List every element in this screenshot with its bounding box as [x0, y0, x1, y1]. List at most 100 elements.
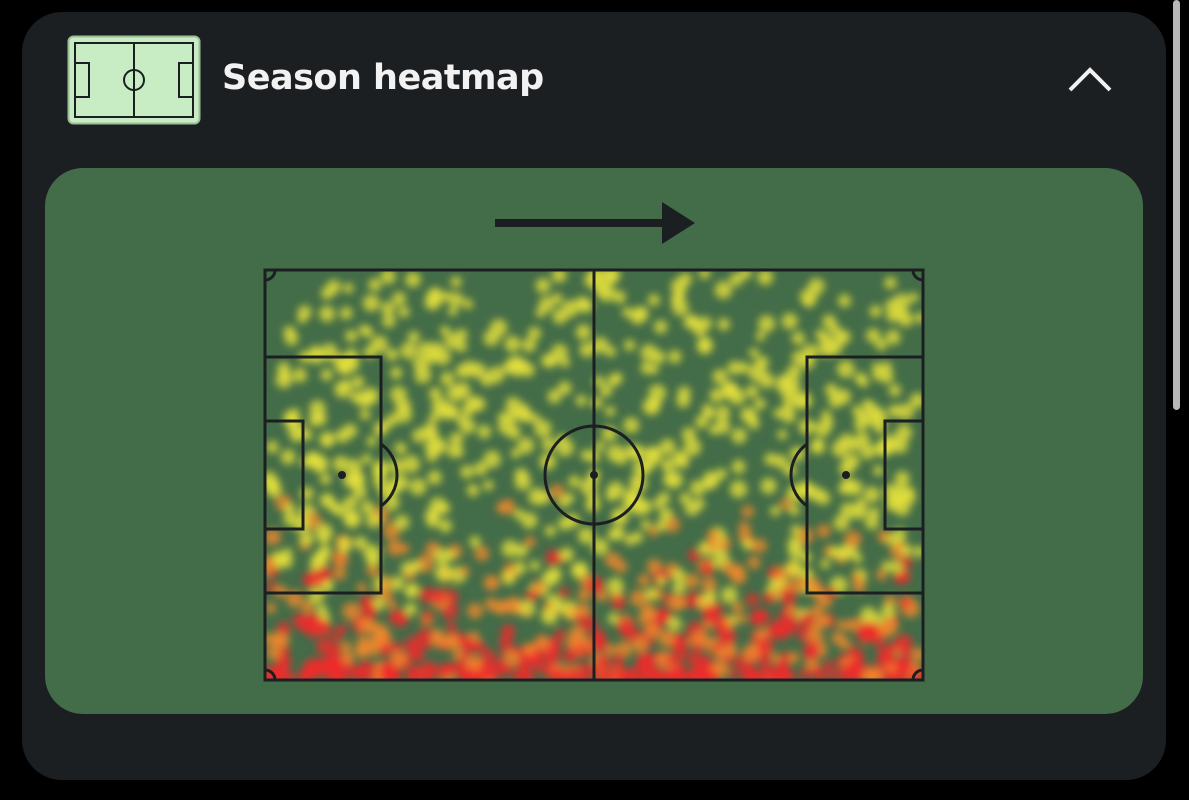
heat-blob — [445, 621, 457, 632]
heat-blob — [682, 670, 694, 680]
heat-blob — [874, 439, 892, 457]
heat-blob — [351, 375, 365, 389]
heat-blob — [727, 360, 742, 375]
heat-blob — [466, 484, 480, 497]
heat-blob — [534, 419, 552, 438]
heat-blob — [623, 339, 636, 352]
heat-blob — [358, 324, 370, 336]
heat-blob — [831, 440, 849, 458]
heat-blob — [462, 298, 474, 310]
heat-blob — [729, 272, 744, 287]
heat-blob — [787, 536, 802, 551]
heat-blob — [892, 528, 907, 542]
heat-blob — [292, 367, 308, 383]
heat-blob — [836, 619, 847, 630]
heat-blob — [656, 576, 667, 587]
heat-blob — [404, 602, 418, 616]
heat-blob — [434, 563, 453, 582]
heat-blob — [781, 615, 799, 633]
heat-blob — [326, 642, 343, 658]
heat-blob — [684, 573, 700, 589]
heat-blob — [578, 614, 597, 632]
heat-blob — [385, 348, 399, 361]
heat-blob — [746, 593, 759, 606]
heatmap-card: Season heatmap — [22, 12, 1166, 780]
heat-blob — [882, 670, 894, 680]
heat-blob — [884, 298, 900, 314]
heat-blob — [760, 662, 774, 675]
heat-blob — [603, 270, 621, 284]
heatmap-panel — [45, 168, 1143, 714]
heat-blob — [512, 561, 527, 576]
heat-blob — [332, 455, 350, 473]
heat-blob — [336, 624, 348, 635]
heat-blob — [427, 470, 442, 485]
heat-blob — [894, 500, 911, 517]
heat-blob — [460, 465, 474, 479]
heat-blob — [405, 271, 421, 288]
heat-blob — [869, 305, 882, 318]
heat-blob — [286, 590, 304, 608]
heat-blob — [672, 450, 688, 466]
heat-blob — [541, 607, 558, 625]
heat-blob — [356, 582, 367, 593]
heat-blob — [855, 411, 866, 422]
heat-blob — [551, 270, 567, 283]
heat-blob — [770, 653, 782, 664]
heat-blob — [668, 350, 682, 364]
heat-blob — [748, 417, 760, 430]
heat-blob — [481, 664, 497, 680]
heat-blob — [837, 546, 852, 560]
heat-blob — [779, 671, 792, 680]
heat-blob — [541, 353, 555, 368]
heat-blob — [770, 505, 781, 517]
heat-blob — [778, 374, 791, 387]
heat-blob — [409, 478, 427, 496]
heat-blob — [429, 437, 447, 455]
heat-blob — [760, 477, 777, 495]
heat-blob — [799, 577, 812, 589]
heat-blob — [884, 276, 897, 290]
heat-blob — [737, 361, 749, 374]
heat-blob — [897, 570, 911, 584]
heat-blob — [450, 662, 461, 673]
heat-blob — [908, 292, 919, 303]
heat-blob — [507, 355, 525, 373]
heat-blob — [469, 536, 481, 548]
heat-blob — [799, 667, 811, 680]
heat-blob — [698, 337, 713, 352]
heat-blob — [517, 668, 535, 680]
heat-blob — [400, 342, 417, 360]
collapse-button[interactable] — [1062, 60, 1118, 100]
heat-blob — [898, 311, 914, 327]
heat-blob — [499, 633, 514, 648]
heat-blob — [597, 284, 616, 302]
heat-blob — [632, 636, 648, 653]
heat-blob — [825, 669, 836, 680]
heat-blob — [836, 360, 855, 379]
heat-blob — [863, 486, 881, 503]
heat-blob — [565, 668, 583, 680]
heat-blob — [748, 363, 767, 382]
heat-blob — [731, 601, 744, 614]
heat-blob — [422, 671, 435, 680]
heat-blob — [356, 667, 372, 680]
heat-blob — [470, 362, 487, 379]
heat-blob — [551, 293, 563, 305]
heat-blob — [280, 449, 296, 465]
heat-blob — [390, 366, 403, 380]
heat-blob — [595, 655, 611, 670]
heat-blob — [812, 669, 825, 680]
heat-blob — [688, 316, 700, 328]
heat-blob — [673, 597, 686, 610]
heat-blob — [383, 522, 400, 540]
heat-blob — [738, 521, 751, 534]
heat-blob — [667, 616, 682, 631]
heat-blob — [709, 388, 724, 403]
heat-blob — [886, 309, 900, 323]
heat-blob — [564, 492, 575, 504]
heat-blob — [325, 496, 336, 507]
heat-blob — [838, 460, 854, 476]
heat-blob — [452, 648, 464, 660]
heat-blob — [887, 642, 898, 653]
